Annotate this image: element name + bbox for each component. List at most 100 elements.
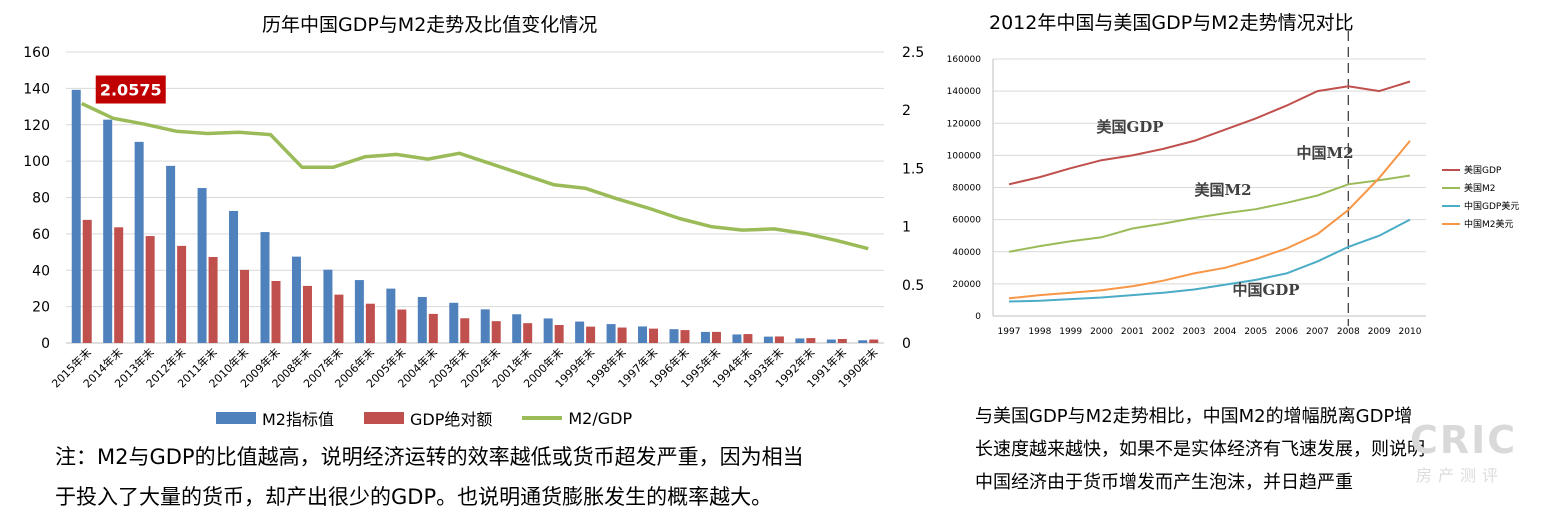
bar-gdp xyxy=(240,269,250,343)
y-tick-label: 60000 xyxy=(952,216,981,226)
x-tick-label: 2002 xyxy=(1152,327,1175,337)
left-chart: 02040608010012014016000.511.522.52015年末2… xyxy=(23,45,924,390)
bar-gdp xyxy=(774,336,784,343)
bar-gdp xyxy=(365,303,375,343)
bar-gdp xyxy=(177,245,187,343)
left-chart-legend: M2指标值 GDP绝对额 M2/GDP xyxy=(216,406,662,430)
bar-m2 xyxy=(543,318,553,343)
y-right-tick-label: 0.5 xyxy=(902,278,924,294)
line-m2-gdp-ratio xyxy=(80,101,869,251)
legend-cn-m2-label: 中国M2美元 xyxy=(1464,218,1514,230)
annotation-cn-gdp: 中国GDP xyxy=(1232,281,1299,299)
y-left-tick-label: 100 xyxy=(23,154,50,170)
y-tick-label: 20000 xyxy=(952,280,981,290)
bar-m2 xyxy=(606,324,616,343)
bar-gdp xyxy=(397,309,407,343)
comparison-line-1: 与美国GDP与M2走势相比，中国M2的增幅脱离GDP增 xyxy=(975,406,1413,427)
y-left-tick-label: 140 xyxy=(23,81,50,97)
y-right-tick-label: 1 xyxy=(902,220,911,236)
bar-gdp xyxy=(837,338,847,343)
y-tick-label: 80000 xyxy=(952,184,981,194)
watermark-subtext: 房产测评 xyxy=(1416,466,1505,485)
bar-m2 xyxy=(826,339,836,343)
callout-value: 2.0575 xyxy=(100,81,162,100)
annotation-cn-m2: 中国M2 xyxy=(1296,144,1353,162)
bar-m2 xyxy=(732,334,742,343)
comparison-line-2: 长速度越来越快，如果不是实体经济有飞速发展，则说明 xyxy=(975,439,1425,460)
annotation-us-m2: 美国M2 xyxy=(1194,181,1251,199)
note-line-1: 注：M2与GDP的比值越高，说明经济运转的效率越低或货币超发严重，因为相当 xyxy=(55,445,804,469)
bar-m2 xyxy=(166,165,176,343)
bar-gdp xyxy=(82,219,92,343)
watermark-logo: CRIC xyxy=(1410,418,1518,462)
x-tick-label: 2008 xyxy=(1337,327,1360,337)
line-us-m2 xyxy=(1008,174,1411,253)
x-tick-label: 2006 xyxy=(1275,327,1298,337)
bar-m2 xyxy=(512,314,522,343)
y-tick-label: 0 xyxy=(975,312,981,322)
y-left-tick-label: 40 xyxy=(32,263,50,279)
y-tick-label: 120000 xyxy=(947,119,982,129)
y-tick-label: 100000 xyxy=(947,151,982,161)
bar-gdp xyxy=(649,328,659,343)
y-tick-label: 160000 xyxy=(947,55,982,65)
y-tick-label: 140000 xyxy=(947,87,982,97)
bar-m2 xyxy=(323,269,333,343)
bar-m2 xyxy=(417,296,427,343)
right-chart-background xyxy=(930,42,1540,345)
bar-m2 xyxy=(638,326,648,343)
bar-m2 xyxy=(260,232,270,343)
bar-gdp xyxy=(302,285,312,343)
legend-swatch-gdp xyxy=(364,412,404,424)
bar-m2 xyxy=(700,331,710,343)
x-tick-label: 2009 xyxy=(1368,327,1391,337)
bar-m2 xyxy=(71,89,81,343)
bar-gdp xyxy=(617,327,627,343)
x-tick-label: 2000 xyxy=(1090,327,1113,337)
legend-us-m2-label: 美国M2 xyxy=(1464,182,1496,194)
bar-m2 xyxy=(763,336,773,343)
legend-item-m2: M2指标值 xyxy=(216,406,334,430)
legend-label-ratio: M2/GDP xyxy=(568,408,633,428)
y-left-tick-label: 160 xyxy=(23,45,50,61)
y-left-tick-label: 20 xyxy=(32,300,50,316)
bar-m2 xyxy=(386,288,396,343)
x-tick-label: 2003 xyxy=(1183,327,1206,337)
line-cn-gdp xyxy=(1008,218,1411,303)
bar-m2 xyxy=(354,280,364,343)
y-right-tick-label: 2.5 xyxy=(902,45,924,61)
y-right-tick-label: 0 xyxy=(902,336,911,352)
bar-gdp xyxy=(145,236,155,343)
bar-gdp xyxy=(806,338,816,343)
line-us-gdp xyxy=(1008,80,1411,186)
comparison-line-3: 中国经济由于货币增发而产生泡沫，并日趋严重 xyxy=(975,472,1353,493)
legend-swatch-m2 xyxy=(216,412,256,424)
legend-item-ratio: M2/GDP xyxy=(522,409,632,428)
x-tick-label: 2004 xyxy=(1213,327,1236,337)
bar-m2 xyxy=(103,119,113,343)
bar-m2 xyxy=(134,141,144,343)
bar-m2 xyxy=(795,338,805,343)
bar-gdp xyxy=(869,339,879,343)
legend-label-m2: M2指标值 xyxy=(262,410,334,429)
x-tick-label: 2005 xyxy=(1244,327,1267,337)
note-line-2: 于投入了大量的货币，却产出很少的GDP。也说明通货膨胀发生的概率越大。 xyxy=(55,485,773,509)
legend-item-gdp: GDP绝对额 xyxy=(364,406,492,430)
legend-cn-gdp-label: 中国GDP美元 xyxy=(1464,200,1519,212)
line-cn-m2 xyxy=(1008,140,1411,300)
bar-gdp xyxy=(208,256,218,343)
bar-gdp xyxy=(523,323,533,343)
x-tick-label: 1998 xyxy=(1028,327,1051,337)
callout-box xyxy=(95,75,166,104)
bar-gdp xyxy=(271,280,281,343)
left-chart-title: 历年中国GDP与M2走势及比值变化情况 xyxy=(262,14,598,36)
y-left-tick-label: 120 xyxy=(23,118,50,134)
bar-m2 xyxy=(480,309,490,343)
bar-gdp xyxy=(491,321,501,343)
y-left-tick-label: 0 xyxy=(41,336,50,352)
bar-gdp xyxy=(743,334,753,343)
x-tick-label: 2007 xyxy=(1306,327,1329,337)
annotation-us-gdp: 美国GDP xyxy=(1096,118,1163,136)
bar-m2 xyxy=(669,329,679,343)
y-right-tick-label: 1.5 xyxy=(902,161,924,177)
